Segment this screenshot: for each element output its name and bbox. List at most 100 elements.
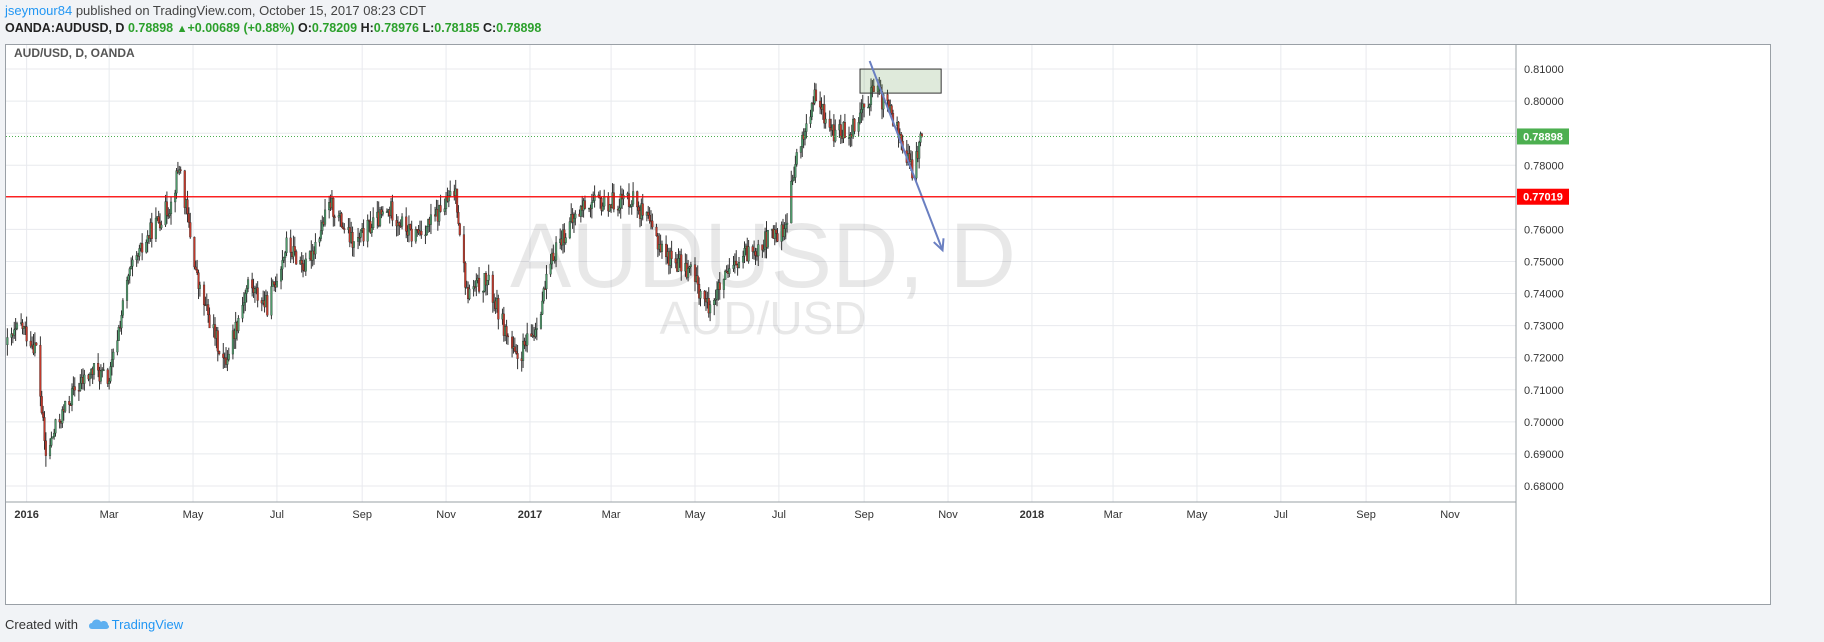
candle-body bbox=[872, 85, 875, 92]
candle-body bbox=[222, 353, 225, 358]
close-value: 0.78898 bbox=[496, 21, 542, 35]
candle-body bbox=[68, 401, 71, 405]
candle-body bbox=[715, 289, 719, 300]
candle-body bbox=[266, 295, 269, 316]
candle-body bbox=[154, 217, 157, 239]
candle-body bbox=[293, 246, 296, 252]
candle-body bbox=[183, 170, 186, 208]
candle-body bbox=[117, 327, 120, 341]
candle-body bbox=[242, 302, 245, 306]
forecast-arrow-line[interactable] bbox=[868, 60, 944, 251]
candle-body bbox=[632, 191, 635, 205]
footer: Created with TradingView bbox=[5, 617, 183, 633]
chart-panel[interactable]: AUDUSD, D AUD/USD 0.810000.800000.790000… bbox=[5, 44, 1771, 605]
candle-body bbox=[447, 195, 450, 202]
open-label: O: bbox=[298, 21, 312, 35]
candle-body bbox=[48, 445, 52, 456]
candle-body bbox=[747, 246, 750, 262]
candle-body bbox=[819, 100, 822, 108]
candle-body bbox=[824, 118, 827, 124]
candle-body bbox=[713, 300, 716, 306]
created-with-label: Created with bbox=[5, 617, 78, 632]
candle-body bbox=[324, 209, 327, 225]
candle-body bbox=[647, 212, 650, 216]
publish-line: jseymour84 published on TradingView.com,… bbox=[5, 3, 426, 18]
candle-body bbox=[439, 205, 442, 212]
candle-body bbox=[757, 244, 760, 257]
resistance-box[interactable] bbox=[859, 68, 942, 94]
candle-body bbox=[64, 401, 67, 412]
candle-body bbox=[372, 217, 375, 229]
candle-body bbox=[187, 213, 190, 223]
candle-body bbox=[618, 207, 621, 211]
candle-body bbox=[583, 200, 587, 209]
x-tick-label: 2016 bbox=[14, 509, 38, 521]
candle-body bbox=[25, 326, 28, 342]
candle-body bbox=[630, 203, 633, 207]
candle-body bbox=[138, 248, 141, 257]
candle-body bbox=[728, 268, 731, 274]
y-tick-label: 0.71000 bbox=[1524, 385, 1564, 397]
y-tick-label: 0.74000 bbox=[1524, 289, 1564, 301]
tradingview-link[interactable]: TradingView bbox=[111, 617, 184, 632]
candle-body bbox=[541, 300, 544, 315]
candle-body bbox=[54, 419, 57, 434]
candle-body bbox=[505, 326, 508, 337]
author-link[interactable]: jseymour84 bbox=[5, 3, 73, 18]
drawings[interactable] bbox=[6, 60, 1516, 253]
candle-body bbox=[79, 383, 82, 391]
candle-body bbox=[805, 123, 808, 132]
candle-body bbox=[116, 340, 119, 353]
candle-body bbox=[790, 181, 793, 224]
candle-body bbox=[414, 229, 417, 242]
candle-body bbox=[270, 286, 273, 316]
candle-body bbox=[637, 206, 640, 211]
candle-body bbox=[572, 218, 576, 223]
x-tick-label: Mar bbox=[602, 509, 621, 521]
current-price-label: 0.78898 bbox=[1523, 131, 1563, 143]
x-tick-label: Jul bbox=[1274, 509, 1288, 521]
open-value: 0.78209 bbox=[311, 21, 358, 35]
candle-body bbox=[44, 440, 47, 456]
axes: 0.810000.800000.790000.780000.770000.760… bbox=[6, 45, 1569, 604]
watermark-sub: AUD/USD bbox=[659, 292, 866, 344]
candle-body bbox=[145, 242, 148, 253]
candle-body bbox=[169, 201, 173, 215]
candle-body bbox=[127, 275, 130, 281]
candle-body bbox=[15, 323, 19, 329]
up-triangle-icon: ▲ bbox=[176, 23, 188, 35]
candle-body bbox=[197, 272, 200, 289]
candle-body bbox=[853, 118, 856, 132]
candle-body bbox=[724, 270, 727, 280]
candle-body bbox=[189, 222, 192, 238]
x-tick-label: 2017 bbox=[518, 509, 542, 521]
last-price: 0.78898 bbox=[127, 21, 174, 35]
candle-body bbox=[868, 104, 871, 108]
candle-body bbox=[319, 230, 322, 239]
x-tick-label: Nov bbox=[938, 509, 958, 521]
candle-body bbox=[33, 342, 36, 354]
candle-body bbox=[641, 203, 644, 216]
candle-body bbox=[794, 164, 797, 178]
candle-body bbox=[108, 380, 111, 384]
candle-body bbox=[401, 216, 404, 227]
candle-body bbox=[732, 264, 735, 269]
candle-body bbox=[208, 314, 211, 329]
y-tick-label: 0.78000 bbox=[1524, 160, 1564, 172]
candle-body bbox=[207, 304, 210, 316]
x-tick-label: Jul bbox=[772, 509, 786, 521]
candle-body bbox=[689, 264, 692, 267]
candle-body bbox=[352, 241, 355, 248]
candle-body bbox=[834, 129, 837, 142]
candle-body bbox=[193, 236, 196, 268]
candle-body bbox=[735, 260, 738, 265]
candle-body bbox=[545, 273, 548, 290]
watermark: AUDUSD, D AUD/USD bbox=[510, 205, 1016, 344]
candle-body bbox=[179, 169, 182, 171]
candle-body bbox=[814, 89, 818, 102]
candle-body bbox=[120, 315, 123, 329]
x-tick-label: May bbox=[685, 509, 706, 521]
price-chart[interactable]: AUDUSD, D AUD/USD 0.810000.800000.790000… bbox=[6, 45, 1770, 604]
x-tick-label: Sep bbox=[854, 509, 874, 521]
candle-body bbox=[839, 124, 842, 137]
